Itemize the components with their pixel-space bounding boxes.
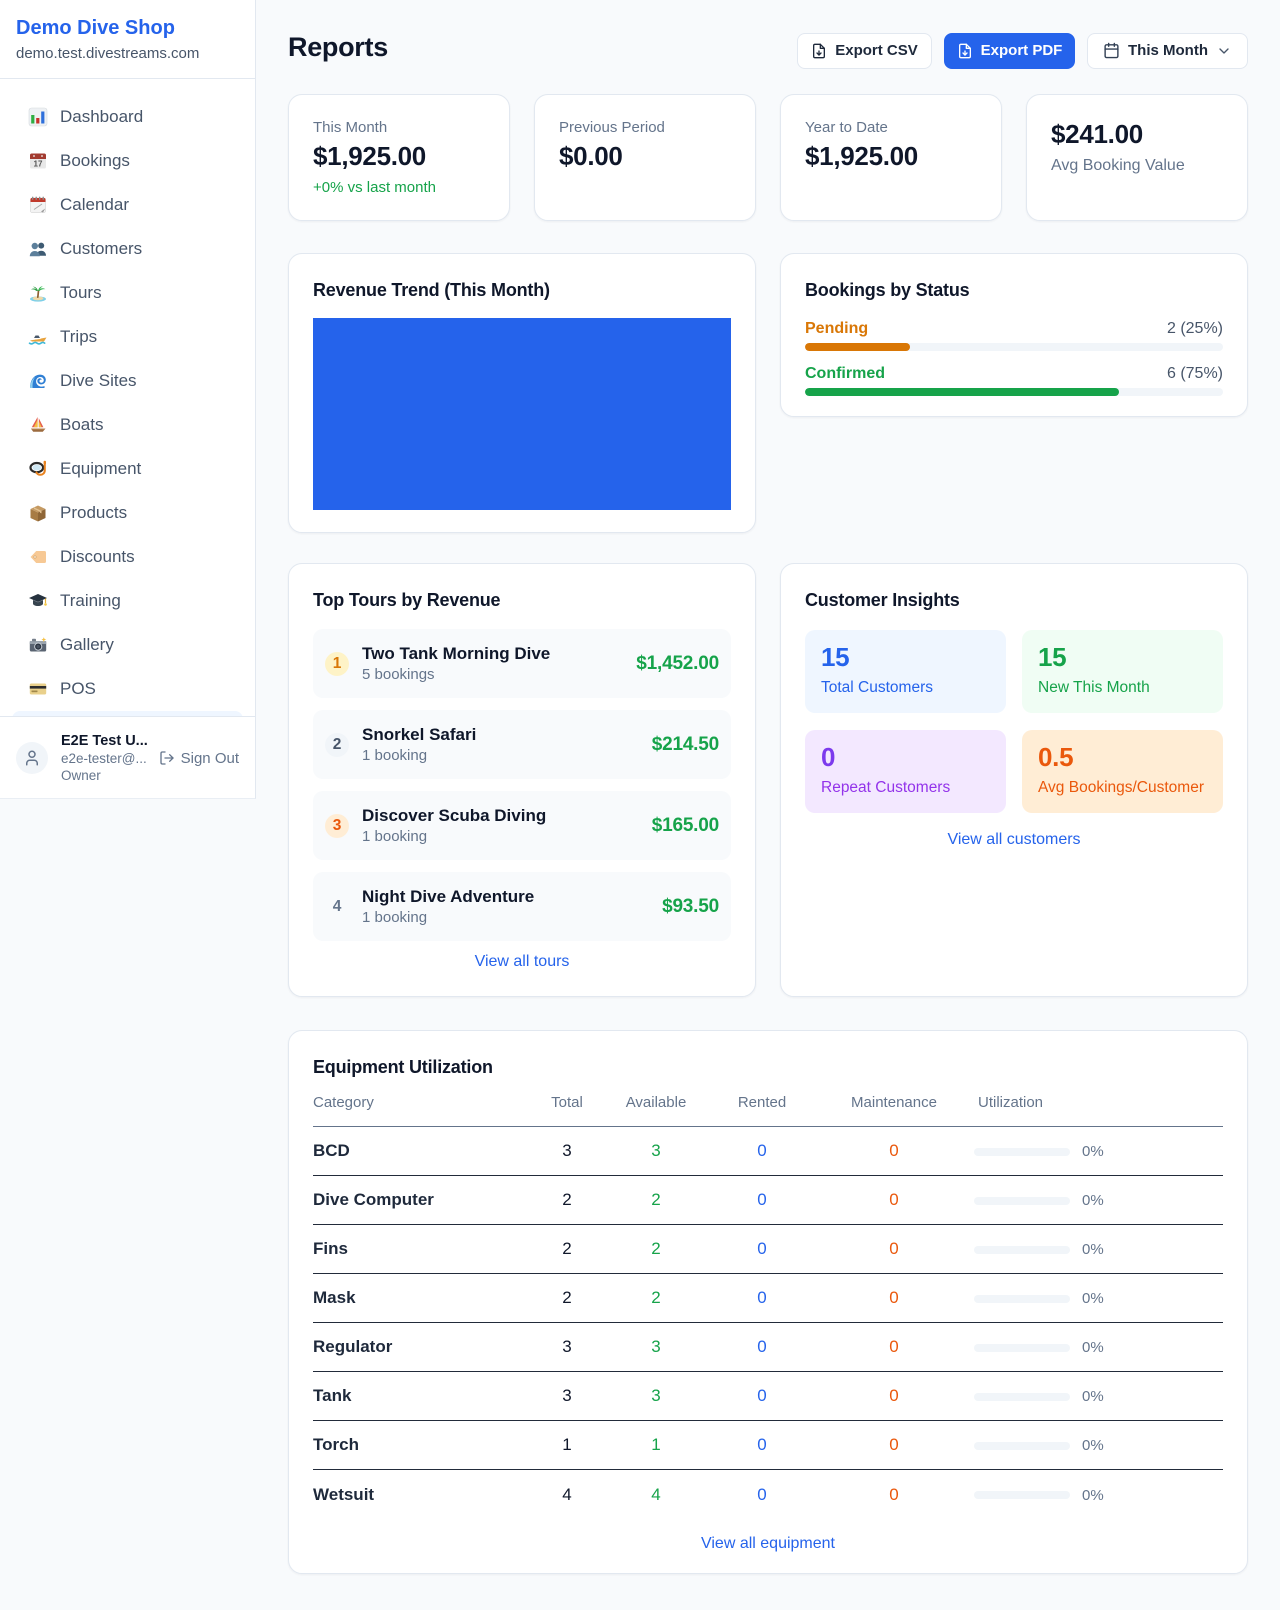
- svg-text:17: 17: [34, 160, 43, 169]
